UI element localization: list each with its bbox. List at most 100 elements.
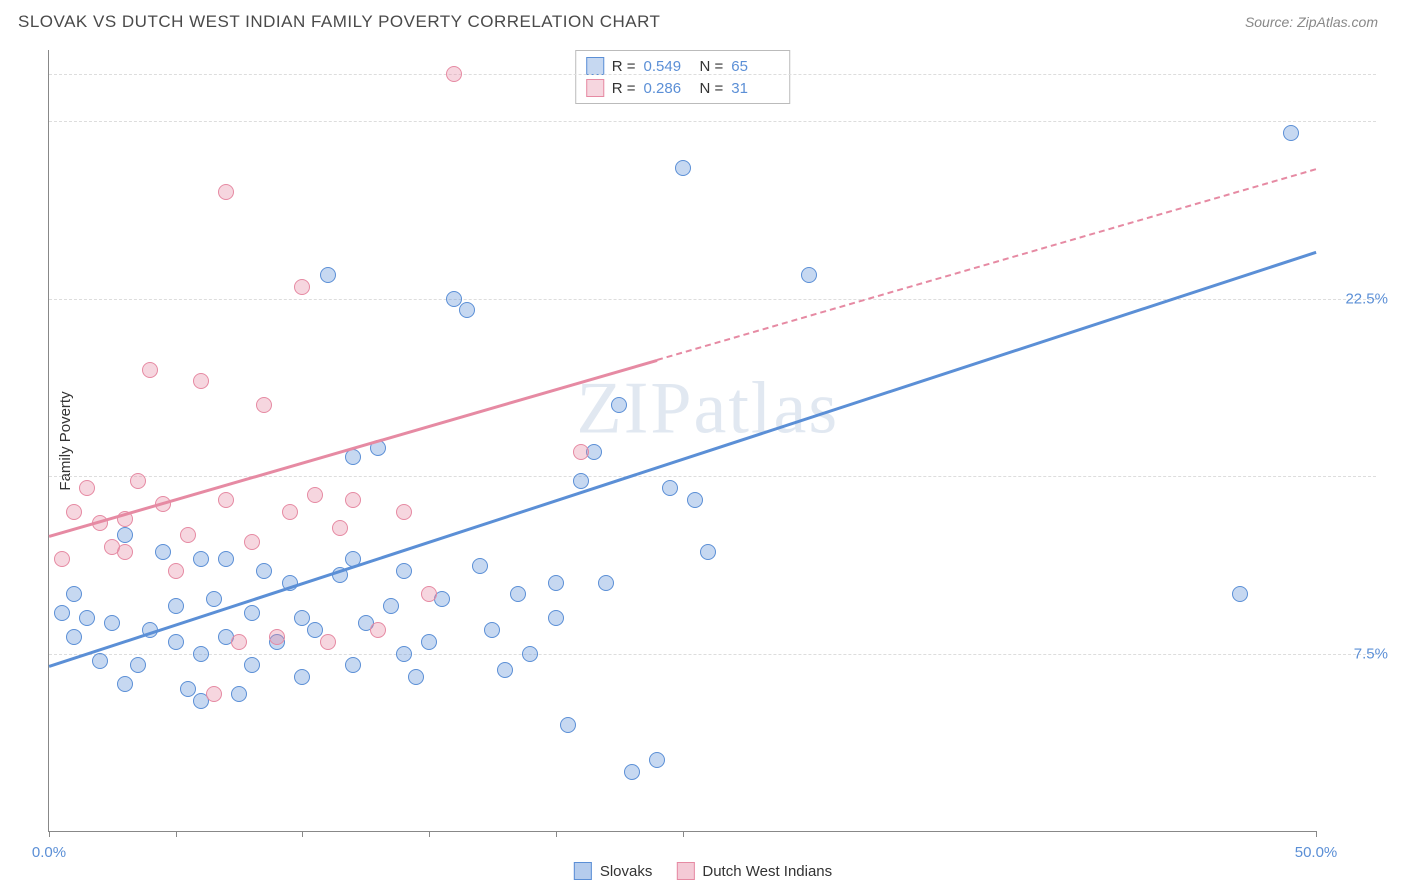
series-swatch	[586, 79, 604, 97]
data-point	[193, 646, 209, 662]
data-point	[117, 544, 133, 560]
data-point	[307, 487, 323, 503]
data-point	[180, 527, 196, 543]
x-tick-label: 50.0%	[1295, 844, 1338, 861]
trend-line	[49, 359, 658, 537]
data-point	[117, 527, 133, 543]
data-point	[675, 160, 691, 176]
data-point	[396, 646, 412, 662]
data-point	[573, 473, 589, 489]
data-point	[649, 752, 665, 768]
n-label: N =	[700, 58, 724, 75]
data-point	[54, 551, 70, 567]
x-tick	[683, 831, 684, 837]
bottom-legend: Slovaks Dutch West Indians	[574, 862, 832, 880]
data-point	[522, 646, 538, 662]
data-point	[218, 551, 234, 567]
data-point	[256, 563, 272, 579]
data-point	[206, 686, 222, 702]
stats-row: R = 0.286 N = 31	[586, 77, 780, 99]
data-point	[624, 764, 640, 780]
stats-legend-box: R = 0.549 N = 65 R = 0.286 N = 31	[575, 50, 791, 104]
x-tick	[49, 831, 50, 837]
data-point	[168, 563, 184, 579]
data-point	[66, 586, 82, 602]
data-point	[117, 676, 133, 692]
n-value: 65	[731, 58, 779, 75]
data-point	[421, 634, 437, 650]
data-point	[472, 558, 488, 574]
x-tick	[556, 831, 557, 837]
data-point	[130, 473, 146, 489]
data-point	[383, 598, 399, 614]
x-tick-label: 0.0%	[32, 844, 66, 861]
x-tick	[429, 831, 430, 837]
r-value: 0.549	[644, 58, 692, 75]
trend-line-extrapolated	[657, 168, 1316, 361]
n-value: 31	[731, 80, 779, 97]
data-point	[320, 634, 336, 650]
data-point	[1232, 586, 1248, 602]
data-point	[611, 397, 627, 413]
plot-area: ZIPatlas R =0.549N =65R =0.286N =31 7.5%…	[48, 50, 1316, 832]
data-point	[345, 492, 361, 508]
data-point	[560, 717, 576, 733]
gridline-h	[49, 121, 1376, 122]
r-value: 0.286	[644, 80, 692, 97]
data-point	[548, 610, 564, 626]
data-point	[180, 681, 196, 697]
data-point	[548, 575, 564, 591]
data-point	[269, 629, 285, 645]
r-label: R =	[612, 58, 636, 75]
data-point	[396, 563, 412, 579]
data-point	[206, 591, 222, 607]
data-point	[497, 662, 513, 678]
data-point	[66, 629, 82, 645]
x-tick	[176, 831, 177, 837]
data-point	[294, 610, 310, 626]
n-label: N =	[700, 80, 724, 97]
data-point	[168, 598, 184, 614]
data-point	[79, 480, 95, 496]
gridline-h	[49, 74, 1376, 75]
chart-container: Family Poverty ZIPatlas R =0.549N =65R =…	[48, 50, 1316, 832]
data-point	[396, 504, 412, 520]
gridline-h	[49, 654, 1376, 655]
data-point	[1283, 125, 1299, 141]
data-point	[700, 544, 716, 560]
data-point	[218, 492, 234, 508]
data-point	[231, 686, 247, 702]
data-point	[231, 634, 247, 650]
data-point	[446, 291, 462, 307]
data-point	[687, 492, 703, 508]
data-point	[168, 634, 184, 650]
series-swatch	[586, 57, 604, 75]
data-point	[307, 622, 323, 638]
data-point	[345, 657, 361, 673]
y-tick-label: 22.5%	[1345, 290, 1388, 307]
r-label: R =	[612, 80, 636, 97]
data-point	[244, 605, 260, 621]
data-point	[421, 586, 437, 602]
data-point	[54, 605, 70, 621]
data-point	[244, 657, 260, 673]
data-point	[193, 551, 209, 567]
legend-item: Slovaks	[574, 862, 653, 880]
data-point	[193, 373, 209, 389]
data-point	[484, 622, 500, 638]
data-point	[332, 520, 348, 536]
data-point	[446, 66, 462, 82]
data-point	[218, 184, 234, 200]
data-point	[598, 575, 614, 591]
data-point	[459, 302, 475, 318]
data-point	[294, 279, 310, 295]
legend-swatch	[574, 862, 592, 880]
source-attribution: Source: ZipAtlas.com	[1245, 14, 1378, 30]
data-point	[370, 622, 386, 638]
legend-item: Dutch West Indians	[676, 862, 832, 880]
legend-swatch	[676, 862, 694, 880]
x-tick	[302, 831, 303, 837]
data-point	[408, 669, 424, 685]
data-point	[320, 267, 336, 283]
data-point	[244, 534, 260, 550]
